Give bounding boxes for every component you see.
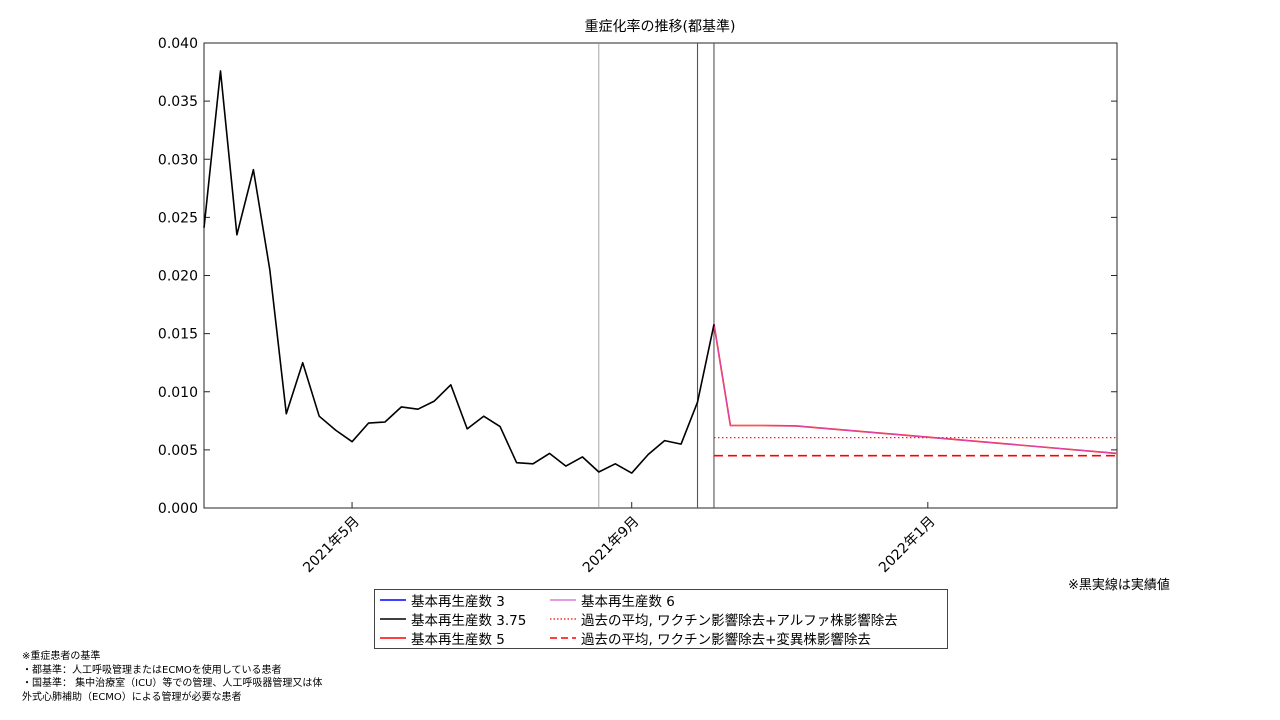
severity-criteria-footnote: ※重症患者の基準 ・都基準：人工呼吸管理またはECMOを使用している患者 ・国基… — [22, 650, 322, 704]
legend-label: 過去の平均, ワクチン影響除去+アルファ株影響除去 — [581, 612, 898, 629]
y-tick-label: 0.040 — [158, 36, 198, 52]
y-tick-label: 0.020 — [158, 269, 198, 285]
y-tick-label: 0.000 — [158, 501, 198, 517]
y-tick-label: 0.010 — [158, 385, 198, 401]
footnote-line: ※重症患者の基準 — [22, 651, 101, 662]
x-tick-label: 2021年9月 — [580, 514, 643, 577]
footnote-line: ・都基準：人工呼吸管理またはECMOを使用している患者 — [22, 664, 282, 676]
legend-item-r375: 基本再生産数 3.75 — [379, 610, 527, 629]
legend-item-r5: 基本再生産数 5 — [379, 629, 505, 648]
legend-item-variant-avg: 過去の平均, ワクチン影響除去+変異株影響除去 — [549, 629, 871, 648]
legend-item-r3: 基本再生産数 3 — [379, 591, 505, 610]
legend-label: 過去の平均, ワクチン影響除去+変異株影響除去 — [581, 631, 871, 648]
actual-values-note: ※黒実線は実績値 — [1068, 578, 1170, 593]
legend-swatch-blue — [380, 598, 406, 601]
y-tick-label: 0.015 — [158, 327, 198, 343]
footnote-line: 外式心肺補助（ECMO）による管理が必要な患者 — [22, 691, 242, 703]
plot-frame — [203, 42, 1118, 509]
legend-swatch-red-dashed — [550, 636, 576, 639]
legend-label: 基本再生産数 5 — [411, 631, 505, 648]
chart-legend: 基本再生産数 3 基本再生産数 6 基本再生産数 3.75 過去の平均, ワクチ… — [374, 589, 948, 649]
legend-swatch-red-dotted — [550, 617, 576, 620]
footnote-line: ・国基準： 集中治療室（ICU）等での管理、人工呼吸器管理又は体 — [22, 678, 323, 689]
y-tick-label: 0.030 — [158, 152, 198, 168]
legend-label: 基本再生産数 3.75 — [411, 612, 527, 629]
x-tick-label: 2022年1月 — [876, 514, 939, 577]
legend-swatch-red — [380, 636, 406, 639]
chart-area: 重症化率の推移(都基準) 0.000 0.005 0.010 0.015 0.020 0.… — [158, 18, 1118, 577]
legend-label: 基本再生産数 3 — [411, 593, 505, 610]
legend-item-r6: 基本再生産数 6 — [549, 591, 675, 610]
x-tick-label: 2021年5月 — [300, 514, 363, 577]
actual-line — [203, 70, 715, 474]
projection-line-r6 — [713, 324, 1118, 454]
projection-line-r5 — [713, 324, 1118, 455]
y-tick-label: 0.025 — [158, 210, 198, 226]
legend-swatch-black — [380, 617, 406, 620]
y-tick-label: 0.035 — [158, 94, 198, 110]
legend-item-alpha-avg: 過去の平均, ワクチン影響除去+アルファ株影響除去 — [549, 610, 898, 629]
legend-swatch-magenta — [550, 598, 576, 601]
y-tick-label: 0.005 — [158, 443, 198, 459]
chart-title: 重症化率の推移(都基準) — [585, 18, 736, 35]
legend-label: 基本再生産数 6 — [581, 593, 675, 610]
